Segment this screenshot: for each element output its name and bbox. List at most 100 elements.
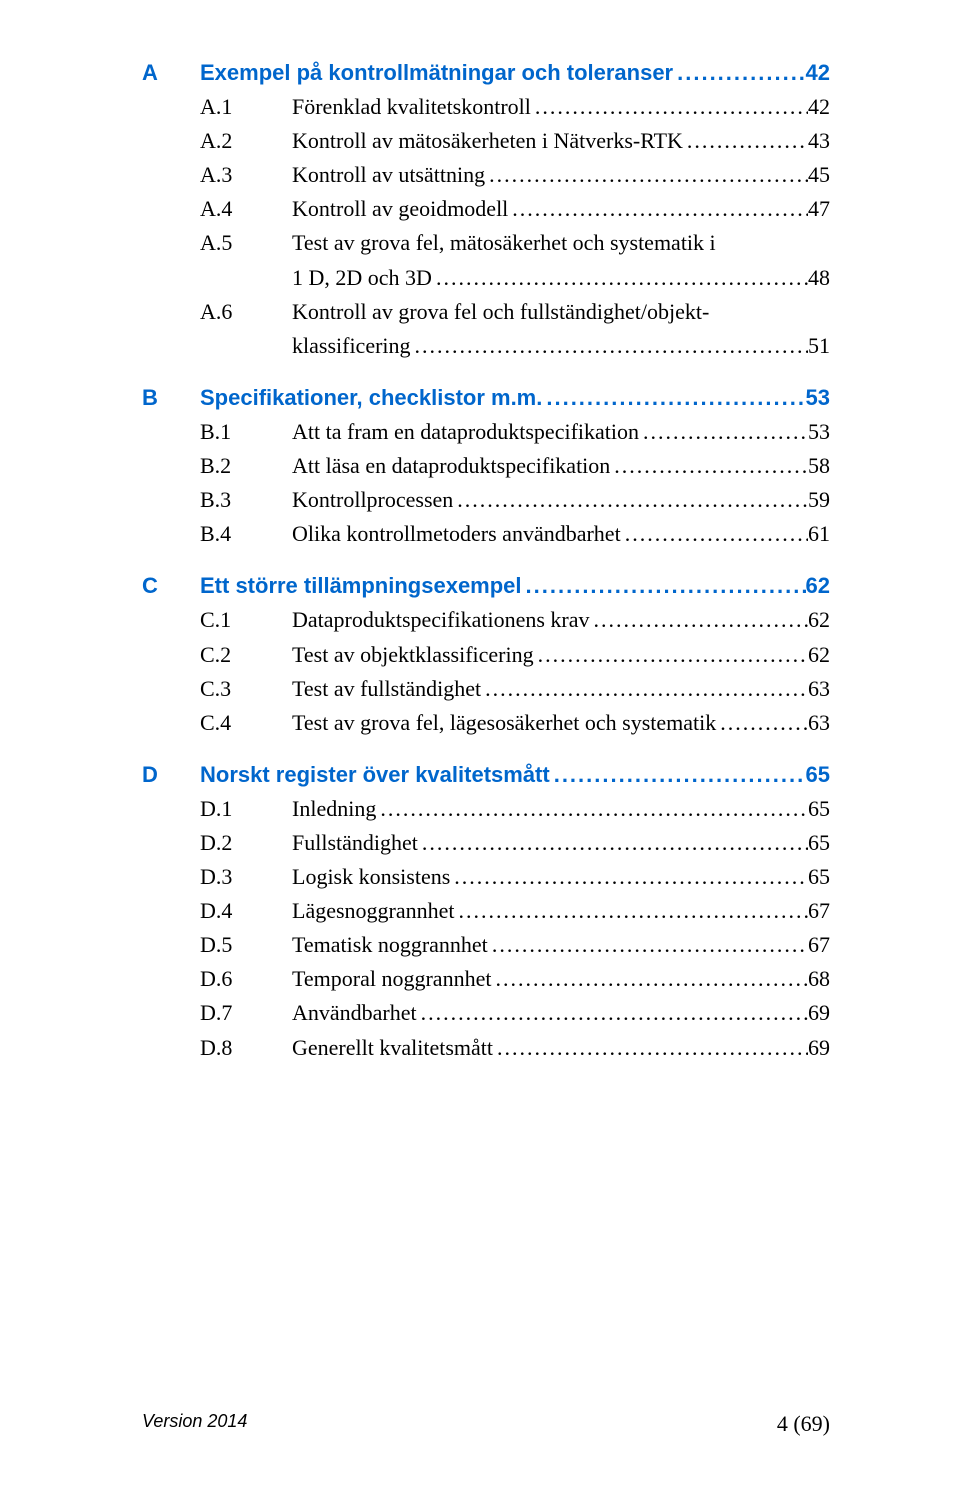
entry-number: D.4 (200, 894, 292, 928)
section-title: Specifikationer, checklistor m.m. (200, 381, 542, 415)
toc-entry: D.4Lägesnoggrannhet.....................… (142, 894, 830, 928)
entry-page-number: 65 (808, 792, 830, 826)
entry-title: Att läsa en dataproduktspecifikation (292, 449, 610, 483)
toc-entry: D.5Tematisk noggrannhet.................… (142, 928, 830, 962)
leader-dots: ........................................… (542, 381, 805, 415)
toc-entry: A.4Kontroll av geoidmodell..............… (142, 192, 830, 226)
toc-entry: C.4Test av grova fel, lägesosäkerhet och… (142, 706, 830, 740)
footer-version: Version 2014 (142, 1411, 247, 1437)
toc-entry: A.6Kontroll av grova fel och fullständig… (142, 295, 830, 329)
entry-title: Användbarhet (292, 996, 417, 1030)
leader-dots: ........................................… (455, 894, 809, 928)
toc-entry: D.1Inledning............................… (142, 792, 830, 826)
footer-page-number: 4 (69) (777, 1411, 830, 1437)
entry-number: D.1 (200, 792, 292, 826)
entry-title: Logisk konsistens (292, 860, 450, 894)
leader-dots: ........................................… (610, 449, 808, 483)
leader-dots: ........................................… (411, 329, 808, 363)
leader-dots: ........................................… (508, 192, 808, 226)
entry-title: Temporal noggrannhet (292, 962, 491, 996)
leader-dots: ........................................… (417, 996, 808, 1030)
entry-page-number: 65 (808, 860, 830, 894)
section-page-number: 65 (806, 758, 830, 792)
entry-title: Kontrollprocessen (292, 483, 453, 517)
section-letter: A (142, 56, 200, 90)
leader-dots: ........................................… (485, 158, 808, 192)
leader-dots: ........................................… (418, 826, 808, 860)
entry-title: Kontroll av utsättning (292, 158, 485, 192)
toc-entry: C.1Dataproduktspecifikationens krav.....… (142, 603, 830, 637)
entry-number: D.3 (200, 860, 292, 894)
entry-number: D.8 (200, 1031, 292, 1065)
leader-dots: ........................................… (376, 792, 808, 826)
entry-number: C.3 (200, 672, 292, 706)
entry-number: B.2 (200, 449, 292, 483)
toc-entry: D.8Generellt kvalitetsmått..............… (142, 1031, 830, 1065)
leader-dots: ........................................… (493, 1031, 808, 1065)
entry-title: Test av grova fel, lägesosäkerhet och sy… (292, 706, 716, 740)
leader-dots: ........................................… (683, 124, 808, 158)
leader-dots: ........................................… (491, 962, 808, 996)
entry-title: Dataproduktspecifikationens krav (292, 603, 590, 637)
leader-dots: ........................................… (488, 928, 808, 962)
entry-title: Kontroll av geoidmodell (292, 192, 508, 226)
entry-page-number: 61 (808, 517, 830, 551)
table-of-contents: AExempel på kontrollmätningar och tolera… (142, 56, 830, 1065)
entry-number: B.4 (200, 517, 292, 551)
toc-entry-continuation: klassificering..........................… (142, 329, 830, 363)
entry-number: C.4 (200, 706, 292, 740)
entry-title: Test av fullständighet (292, 672, 481, 706)
entry-page-number: 65 (808, 826, 830, 860)
entry-page-number: 42 (808, 90, 830, 124)
entry-number: D.2 (200, 826, 292, 860)
toc-entry: D.7Användbarhet.........................… (142, 996, 830, 1030)
leader-dots: ........................................… (453, 483, 808, 517)
section-letter: D (142, 758, 200, 792)
entry-number: D.5 (200, 928, 292, 962)
entry-page-number: 67 (808, 894, 830, 928)
entry-page-number: 63 (808, 706, 830, 740)
entry-page-number: 53 (808, 415, 830, 449)
entry-page-number: 62 (808, 603, 830, 637)
leader-dots: ........................................… (639, 415, 808, 449)
entry-page-number: 68 (808, 962, 830, 996)
entry-page-number: 59 (808, 483, 830, 517)
section-letter: C (142, 569, 200, 603)
leader-dots: ........................................… (550, 758, 806, 792)
toc-entry: B.3Kontrollprocessen....................… (142, 483, 830, 517)
section-heading: DNorskt register över kvalitetsmått ....… (142, 758, 830, 792)
leader-dots: ........................................… (716, 706, 808, 740)
entry-page-number: 48 (808, 261, 830, 295)
entry-page-number: 67 (808, 928, 830, 962)
leader-dots: ........................................… (534, 638, 808, 672)
entry-number: D.6 (200, 962, 292, 996)
entry-number: B.1 (200, 415, 292, 449)
toc-entry: A.1Förenklad kvalitetskontroll..........… (142, 90, 830, 124)
entry-title: Test av objektklassificering (292, 638, 534, 672)
leader-dots: ........................................… (531, 90, 808, 124)
section-title: Ett större tillämpningsexempel (200, 569, 522, 603)
section-page-number: 62 (806, 569, 830, 603)
footer: Version 2014 4 (69) (0, 1411, 960, 1437)
entry-number: C.2 (200, 638, 292, 672)
entry-number: B.3 (200, 483, 292, 517)
toc-entry: C.3Test av fullständighet...............… (142, 672, 830, 706)
entry-page-number: 62 (808, 638, 830, 672)
section-page-number: 42 (806, 56, 830, 90)
entry-number: A.5 (200, 226, 292, 260)
leader-dots: ........................................… (673, 56, 805, 90)
section-page-number: 53 (806, 381, 830, 415)
leader-dots: ........................................… (621, 517, 808, 551)
leader-dots: ........................................… (432, 261, 808, 295)
entry-page-number: 58 (808, 449, 830, 483)
entry-title-continuation: klassificering (292, 329, 411, 363)
entry-title: Att ta fram en dataproduktspecifikation (292, 415, 639, 449)
entry-number: A.1 (200, 90, 292, 124)
entry-number: A.3 (200, 158, 292, 192)
entry-title: Fullständighet (292, 826, 418, 860)
toc-entry: B.2Att läsa en dataproduktspecifikation.… (142, 449, 830, 483)
toc-entry: C.2Test av objektklassificering.........… (142, 638, 830, 672)
entry-title: Kontroll av mätosäkerheten i Nätverks-RT… (292, 124, 683, 158)
section-heading: CEtt större tillämpningsexempel ........… (142, 569, 830, 603)
entry-title: Förenklad kvalitetskontroll (292, 90, 531, 124)
